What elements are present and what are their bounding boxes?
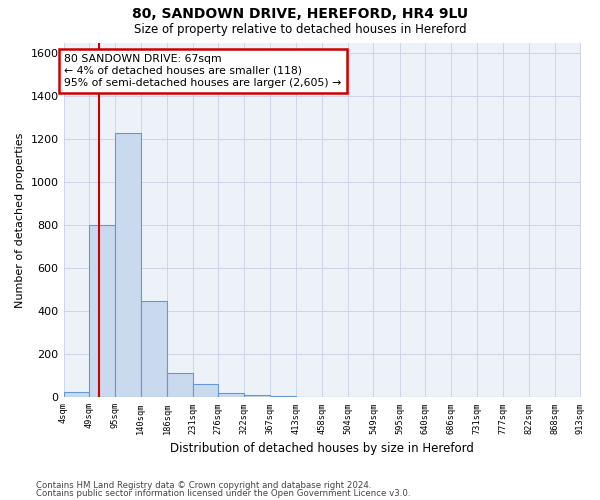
Bar (218, 393, 244, 398)
X-axis label: Distribution of detached houses by size in Hereford: Distribution of detached houses by size … (170, 442, 474, 455)
Bar (193, 384, 218, 398)
Bar (89, 226, 115, 398)
Text: Contains HM Land Registry data © Crown copyright and database right 2024.: Contains HM Land Registry data © Crown c… (36, 480, 371, 490)
Bar (64, 392, 89, 398)
Bar (244, 395, 270, 398)
Text: Contains public sector information licensed under the Open Government Licence v3: Contains public sector information licen… (36, 489, 410, 498)
Bar (141, 300, 167, 398)
Bar (167, 372, 193, 398)
Bar (270, 396, 296, 398)
Bar (115, 133, 141, 398)
Text: 80 SANDOWN DRIVE: 67sqm
← 4% of detached houses are smaller (118)
95% of semi-de: 80 SANDOWN DRIVE: 67sqm ← 4% of detached… (64, 54, 341, 88)
Text: Size of property relative to detached houses in Hereford: Size of property relative to detached ho… (134, 22, 466, 36)
Text: 80, SANDOWN DRIVE, HEREFORD, HR4 9LU: 80, SANDOWN DRIVE, HEREFORD, HR4 9LU (132, 8, 468, 22)
Y-axis label: Number of detached properties: Number of detached properties (15, 132, 25, 308)
Bar (296, 396, 322, 398)
